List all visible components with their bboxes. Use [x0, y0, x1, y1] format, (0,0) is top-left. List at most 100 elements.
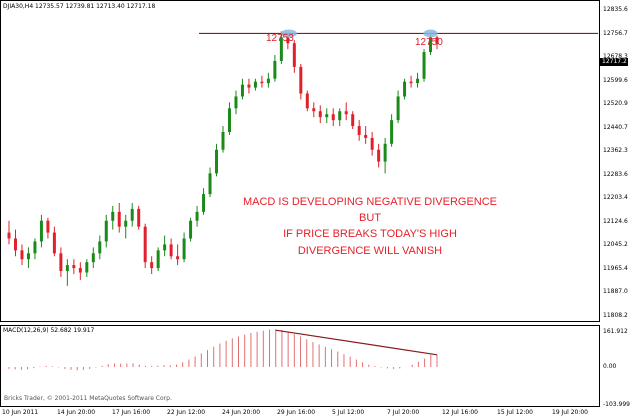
candle-body	[52, 232, 56, 254]
macd-axis-label: -103.999	[603, 401, 630, 408]
candle-body	[7, 232, 11, 239]
candle-body	[292, 43, 296, 67]
time-axis-label: 17 Jun 16:00	[112, 409, 151, 416]
price-axis-label: 11887.0	[603, 288, 628, 295]
candle-body	[305, 93, 309, 109]
candle-body	[227, 108, 231, 132]
candle-body	[221, 131, 225, 150]
macd-axis-label: 0.00	[603, 363, 617, 370]
peak-highlight-right	[423, 29, 438, 38]
candle-body	[33, 241, 37, 254]
macd-histogram-svg	[8, 329, 438, 371]
candle-body	[26, 253, 30, 260]
candle-body	[429, 37, 433, 53]
candle-body	[65, 265, 69, 272]
peak-highlight-left	[280, 29, 297, 38]
annotation-line-3: IF PRICE BREAKS TODAY'S HIGH	[283, 228, 457, 240]
candle-body	[78, 268, 82, 273]
time-axis-label: 24 Jun 20:00	[222, 409, 261, 416]
candle-body	[20, 250, 24, 260]
price-chart-svg	[7, 29, 598, 286]
price-axis-label: 12124.6	[603, 217, 628, 225]
candle-body	[312, 108, 316, 112]
candle-body	[318, 111, 322, 118]
candle-body	[416, 78, 420, 84]
candle-body	[403, 81, 407, 97]
candle-body	[325, 114, 329, 118]
time-axis-label: 10 Jun 2011	[2, 409, 39, 416]
symbol-info-header: DJIA30,H4 12735.57 12739.81 12713.40 127…	[3, 3, 156, 10]
candle-body	[370, 137, 374, 150]
candle-body	[208, 173, 212, 195]
candle-body	[266, 78, 270, 84]
candle-body	[234, 96, 238, 109]
candle-body	[390, 120, 394, 144]
annotation-line-4: DIVERGENCE WILL VANISH	[297, 245, 443, 257]
peak-label-left: 12753	[266, 33, 294, 44]
candle-body	[111, 211, 115, 221]
time-axis-label: 29 Jun 16:00	[277, 409, 316, 416]
candle-body	[253, 81, 257, 88]
candle-body	[344, 111, 348, 115]
candle-body	[104, 220, 108, 242]
time-axis-label: 22 Jun 12:00	[167, 409, 206, 416]
price-axis-label: 11808.2	[603, 311, 628, 319]
candle-body	[202, 194, 206, 212]
candle-body	[260, 81, 264, 84]
candle-body	[130, 208, 134, 221]
time-axis-label: 14 Jun 20:00	[57, 409, 96, 416]
candle-body	[163, 244, 167, 251]
price-axis-label: 11965.4	[603, 264, 628, 272]
price-axis-label: 12203.4	[603, 194, 628, 201]
price-axis-label: 12362.3	[603, 147, 628, 154]
price-axis-label: 12678.3	[603, 53, 628, 60]
macd-indicator-pane[interactable]	[0, 325, 600, 407]
candle-body	[169, 244, 173, 257]
candle-body	[195, 211, 199, 221]
candle-body	[422, 52, 426, 79]
candle-body	[182, 238, 186, 260]
candle-body	[117, 211, 121, 227]
time-axis-label: 12 Jul 16:00	[442, 409, 478, 416]
candle-body	[357, 126, 361, 135]
price-axis-label: 12520.9	[603, 100, 628, 107]
candle-body	[39, 220, 43, 242]
copyright-text: Bricks Trader, © 2001-2011 MetaQuotes So…	[4, 395, 172, 402]
candle-body	[409, 81, 413, 84]
annotation-line-2: BUT	[359, 212, 381, 224]
candle-body	[72, 265, 76, 269]
candle-body	[176, 256, 180, 260]
candle-body	[143, 226, 147, 263]
time-axis-label: 7 Jul 20:00	[387, 409, 420, 416]
price-axis-label: 12045.2	[603, 241, 628, 248]
candle-body	[150, 262, 154, 269]
candle-body	[279, 37, 283, 61]
macd-info-header: MACD(12,26,9) 52.682 19.917	[3, 327, 95, 334]
candle-body	[273, 60, 277, 79]
peak-label-right: 12750	[415, 37, 443, 48]
candle-body	[247, 84, 251, 88]
candle-body	[85, 262, 89, 273]
price-axis-label: 12756.7	[603, 29, 628, 37]
candle-body	[364, 134, 368, 138]
candle-body	[338, 111, 342, 121]
candle-body	[124, 220, 128, 227]
candle-body	[189, 220, 193, 239]
candle-body	[46, 220, 50, 233]
candle-body	[156, 250, 160, 269]
current-price-tag: 12717.2	[600, 58, 628, 66]
candle-body	[435, 37, 439, 45]
candle-body	[13, 238, 17, 251]
candle-body	[98, 241, 102, 254]
time-axis-label: 15 Jul 12:00	[497, 409, 533, 416]
price-axis-label: 12283.6	[603, 170, 628, 178]
annotation-line-1: MACD IS DEVELOPING NEGATIVE DIVERGENCE	[242, 196, 498, 208]
candle-body	[215, 149, 219, 174]
price-axis-label: 12599.6	[603, 76, 628, 84]
price-chart-pane[interactable]	[0, 0, 600, 322]
candle-body	[91, 253, 95, 263]
candle-body	[240, 84, 244, 97]
candle-body	[351, 114, 355, 127]
candle-body	[299, 66, 303, 94]
